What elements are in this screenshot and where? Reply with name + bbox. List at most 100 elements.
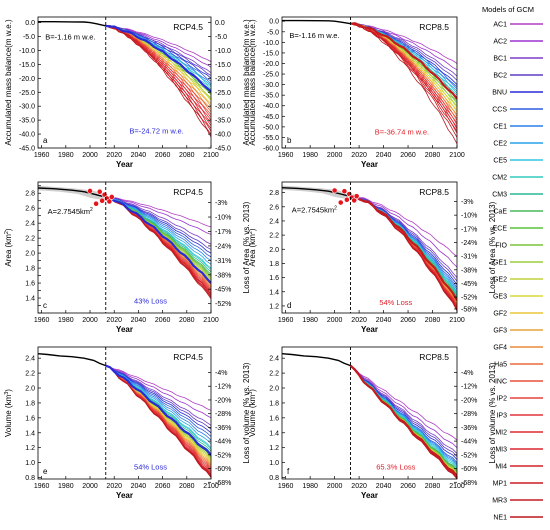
y2-tick-label: -68% [215, 480, 231, 487]
y-tick-label: 2.6 [269, 204, 279, 211]
y2-tick-label: 0.0 [215, 20, 225, 27]
y-tick-label: 1.6 [269, 275, 279, 282]
legend-label-MI3: MI3 [495, 447, 507, 454]
plot-frame [281, 181, 458, 314]
x-tick-label: 2100 [449, 152, 465, 159]
y2-axis-label: Accumulated mass balance(m w.e.) [242, 19, 251, 146]
y-axis-label-sup: 3 [248, 392, 254, 395]
x-tick-label: 2040 [376, 317, 392, 324]
series-line-CE2 [105, 365, 211, 445]
y-axis-label-text: Area (km [248, 234, 257, 267]
y-axis-label: Volume (km3) [4, 389, 13, 437]
y2-tick-label: -17% [461, 226, 477, 233]
y2-tick-label: -52% [215, 452, 231, 459]
y-tick-label: -10.0 [19, 48, 35, 55]
legend-label-ECE: ECE [493, 226, 508, 233]
y2-tick-label: -52% [215, 301, 231, 308]
y-tick-label: -50.0 [263, 124, 279, 131]
y-tick-label: 1.4 [269, 289, 279, 296]
y-tick-label: 1.2 [25, 445, 35, 452]
y2-tick-label: -60% [461, 466, 477, 473]
y2-tick-label: -4% [215, 370, 227, 377]
legend-label-CM3: CM3 [492, 192, 507, 199]
series-line-AC1 [105, 365, 211, 411]
chart-panel-f: 1960 1980 2000 2020 2040 2060 2080 2100 Year 0.8 1… [248, 346, 497, 500]
plot-area [282, 185, 457, 312]
y-axis-label: Accumulated mass balance(m w.e.) [248, 19, 257, 146]
legend-label-CE2: CE2 [493, 141, 507, 148]
y-tick-label: 1.6 [269, 415, 279, 422]
y-axis-label-sup: 3 [4, 392, 10, 395]
series-line-NE1 [105, 196, 211, 300]
y-tick-label: -5.0 [267, 29, 279, 36]
y-tick-label: -5.0 [23, 34, 35, 41]
observation-point [353, 193, 360, 200]
y2-tick-label: -31% [215, 258, 231, 265]
y2-tick-label: -12% [461, 384, 477, 391]
series-line-BC2 [105, 365, 211, 430]
observation-point [96, 188, 103, 195]
y-tick-label: -15.0 [263, 50, 279, 57]
plot-frame [37, 181, 212, 314]
legend-label-INC: INC [495, 379, 507, 386]
x-tick-label: 1980 [302, 152, 318, 159]
y-axis-label-sup: 2 [4, 231, 10, 234]
legend-title: Models of GCM [482, 5, 534, 14]
y-tick-label: 2.8 [269, 190, 279, 197]
observation-point [106, 198, 113, 205]
y-tick-label: 0.0 [269, 19, 279, 26]
annotation: B=-24.72 m w.e. [129, 127, 183, 136]
series-line-MI2 [350, 195, 457, 308]
annotation: A=2.7545km2 [292, 205, 337, 214]
legend-label-GF2: GF2 [493, 311, 507, 318]
y-tick-label: 2.6 [25, 206, 35, 213]
y2-tick-label: -10.0 [215, 48, 231, 55]
annotation-sup: 2 [90, 207, 93, 213]
y2-tick-label: -24% [461, 240, 477, 247]
x-tick-label: 2100 [203, 152, 219, 159]
x-tick-label: 2020 [351, 317, 367, 324]
annotation: A=2.7545km2 [48, 207, 93, 216]
x-tick-label: 2020 [106, 317, 122, 324]
historical-line [282, 19, 351, 25]
y-tick-label: 1.6 [25, 415, 35, 422]
y-tick-label: 2.4 [25, 221, 35, 228]
x-tick-label: 1980 [58, 152, 74, 159]
plot-frame [37, 346, 212, 480]
legend-label-GF3: GF3 [493, 328, 507, 335]
y2-tick-label: -20% [215, 397, 231, 404]
y2-tick-label: -60% [215, 466, 231, 473]
x-tick-label: 2060 [400, 152, 416, 159]
series-line-NE1 [105, 365, 211, 478]
y-tick-label: -60.0 [263, 146, 279, 153]
x-tick-label: 2000 [82, 483, 98, 490]
observation-point [341, 188, 348, 195]
y2-tick-label: -25.0 [215, 90, 231, 97]
y-axis-label-text: ) [4, 389, 13, 392]
y-tick-label: 1.8 [25, 400, 35, 407]
y-tick-label: 2.0 [25, 386, 35, 393]
legend-label-BC1: BC1 [493, 56, 507, 63]
y2-tick-label: -44% [461, 439, 477, 446]
y2-tick-label: -10% [215, 215, 231, 222]
y-tick-label: -20.0 [263, 61, 279, 68]
chart-panel-d: 1960 1980 2000 2020 2040 2060 2080 2100 Year 1.2 1… [248, 181, 497, 334]
y-axis-label: Accumulated mass balance(m w.e.) [4, 19, 13, 146]
observation-point [99, 197, 106, 204]
y-tick-label: 1.2 [269, 303, 279, 310]
y2-tick-label: -52% [461, 295, 477, 302]
x-axis-label: Year [116, 325, 133, 334]
plot-area [282, 19, 457, 144]
series-line-AC1 [350, 365, 457, 441]
y2-tick-label: -3% [215, 200, 227, 207]
series-line-MP1 [105, 365, 211, 477]
x-tick-label: 2080 [425, 483, 441, 490]
panel-title: RCP8.5 [419, 187, 449, 197]
y-tick-label: 1.8 [25, 266, 35, 273]
observation-point [87, 188, 93, 194]
y-tick-label: -40.0 [19, 132, 35, 139]
historical-line [38, 353, 106, 367]
y-tick-label: 1.4 [25, 430, 35, 437]
y-tick-label: 2.0 [269, 386, 279, 393]
x-tick-label: 2100 [203, 483, 219, 490]
